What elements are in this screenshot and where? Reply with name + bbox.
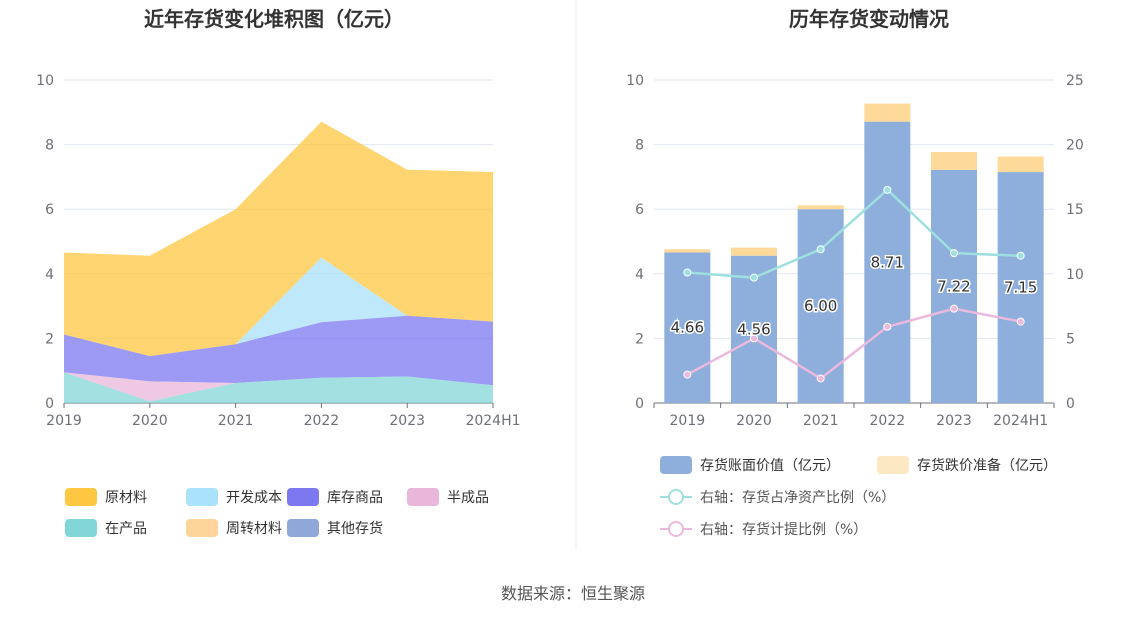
line-point <box>950 304 958 313</box>
legend-swatch <box>407 488 439 506</box>
area-series-开发成本 <box>64 257 493 357</box>
left-x-tick-label: 2022 <box>304 413 340 429</box>
line-point <box>883 322 892 331</box>
left-x-tick-label: 2019 <box>46 413 82 429</box>
bar-value-label: 6.00 <box>804 297 837 315</box>
right-axis-tick-label: 10 <box>1066 267 1084 283</box>
right-chart-title: 历年存货变动情况 <box>789 7 949 31</box>
legend-label: 其他存货 <box>327 520 383 537</box>
left-y-tick-label: 6 <box>45 202 54 218</box>
bar-provision <box>797 205 844 210</box>
legend-label: 开发成本 <box>226 490 282 506</box>
legend-label: 周转材料 <box>226 521 282 537</box>
right-x-tick-label: 2023 <box>936 413 972 429</box>
right-axis-tick-label: 0 <box>1066 396 1075 412</box>
right-axis-tick-label: 25 <box>1066 73 1084 89</box>
line-point <box>750 334 758 343</box>
left-axis-tick-label: 4 <box>635 267 644 283</box>
area-series-半成品 <box>64 372 493 402</box>
legend-marker <box>668 489 684 505</box>
legend-swatch <box>660 456 692 474</box>
legend-label: 原材料 <box>105 490 147 506</box>
legend-label: 右轴：存货计提比例（%） <box>700 521 867 538</box>
line-point <box>950 249 958 258</box>
bar-book-value <box>797 209 844 403</box>
line-net-asset-ratio <box>687 188 1021 279</box>
left-axis-tick-label: 10 <box>626 73 644 89</box>
legend-label: 库存商品 <box>327 490 383 506</box>
right-x-tick-label: 2024H1 <box>993 413 1048 429</box>
bar-provision <box>997 156 1044 173</box>
left-y-tick-label: 2 <box>45 331 54 347</box>
left-y-tick-label: 8 <box>45 138 54 154</box>
left-axis-tick-label: 2 <box>635 331 644 347</box>
area-series-原材料 <box>64 121 493 357</box>
right-x-tick-label: 2021 <box>803 413 839 429</box>
data-source: 数据来源：恒生聚源 <box>501 584 645 603</box>
bar-book-value <box>931 169 977 403</box>
right-x-tick-label: 2019 <box>670 413 706 429</box>
bar-provision <box>731 247 777 256</box>
left-chart-title: 近年存货变化堆积图（亿元） <box>144 7 404 31</box>
line-point <box>683 370 692 379</box>
left-y-tick-label: 10 <box>36 73 54 89</box>
left-y-tick-label: 4 <box>45 267 54 283</box>
bar-provision <box>664 249 711 253</box>
legend-label: 在产品 <box>105 521 147 537</box>
legend-swatch <box>287 488 319 506</box>
left-y-tick-label: 0 <box>45 396 54 412</box>
line-point <box>816 374 825 383</box>
bar-value-label: 8.71 <box>871 253 904 271</box>
left-x-tick-label: 2021 <box>218 413 254 429</box>
bar-book-value <box>997 172 1044 403</box>
right-chart: 0 2 4 6 8 10 0 5 10 15 20 25 2019 2020 2021 2022 2023 202… <box>626 73 1084 429</box>
left-axis-tick-label: 0 <box>635 396 644 412</box>
bar-provision <box>931 152 977 170</box>
bar-value-label: 7.15 <box>1004 279 1037 297</box>
legend-swatch <box>186 519 218 537</box>
line-point <box>816 245 825 254</box>
bar-value-label: 4.56 <box>737 320 770 338</box>
bar-provision <box>864 103 911 122</box>
legend-swatch <box>287 519 319 537</box>
bar-book-value <box>864 121 911 404</box>
left-axis-tick-label: 8 <box>635 138 644 154</box>
legend-label: 存货跌价准备（亿元） <box>917 457 1057 474</box>
legend-label: 半成品 <box>447 490 489 506</box>
legend-swatch <box>186 488 218 506</box>
line-provision-ratio <box>686 307 1021 380</box>
legend-swatch <box>877 456 909 474</box>
right-legend: 存货账面价值（亿元） 存货跌价准备（亿元） 右轴：存货占净资产比例（%） 右轴：存货计… <box>660 456 1057 538</box>
bar-value-label: 4.66 <box>671 319 704 337</box>
legend-label: 存货账面价值（亿元） <box>700 457 840 474</box>
area-series-库存商品 <box>64 315 493 386</box>
line-point <box>1016 251 1025 260</box>
legend-label: 右轴：存货占净资产比例（%） <box>700 489 895 506</box>
right-x-tick-label: 2022 <box>870 413 906 429</box>
left-x-tick-label: 2023 <box>389 413 425 429</box>
left-x-tick-label: 2024H1 <box>465 413 520 429</box>
area-series-在产品 <box>64 372 493 403</box>
line-point <box>1016 317 1025 326</box>
line-point <box>683 268 692 277</box>
right-axis-tick-label: 5 <box>1066 331 1075 347</box>
left-chart: 0 2 4 6 8 10 2019 2020 2021 2022 2023 2024H1 <box>36 73 520 429</box>
right-axis-tick-label: 15 <box>1066 202 1084 218</box>
left-x-tick-label: 2020 <box>132 413 168 429</box>
left-axis-tick-label: 6 <box>635 202 644 218</box>
line-point <box>750 273 758 282</box>
legend-marker <box>668 521 684 537</box>
legend-swatch <box>65 488 97 506</box>
legend-swatch <box>65 519 97 537</box>
line-point <box>883 185 892 194</box>
right-x-tick-label: 2020 <box>736 413 772 429</box>
bar-value-label: 7.22 <box>937 277 970 295</box>
right-axis-tick-label: 20 <box>1066 138 1084 154</box>
